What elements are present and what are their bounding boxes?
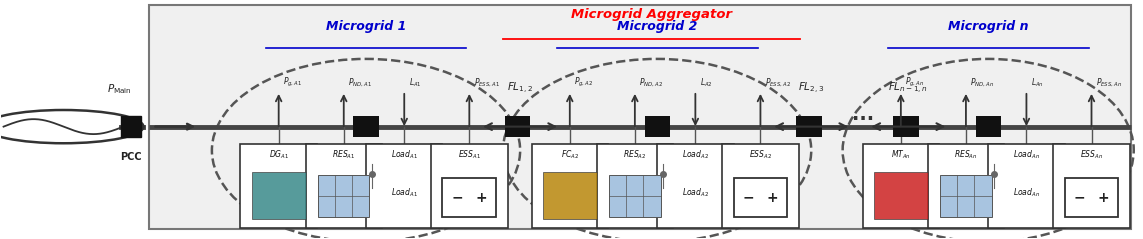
Text: $RES_{A2}$: $RES_{A2}$: [623, 148, 647, 161]
FancyBboxPatch shape: [240, 144, 317, 228]
Text: $Load_{A1}$: $Load_{A1}$: [391, 148, 417, 161]
Text: Microgrid 2: Microgrid 2: [617, 20, 697, 33]
Text: $RES_{An}$: $RES_{An}$: [954, 148, 977, 161]
Bar: [734, 178, 788, 217]
Bar: [797, 116, 822, 137]
Text: $Load_{An}$: $Load_{An}$: [1013, 148, 1040, 161]
Bar: [609, 175, 661, 217]
Text: Microgrid Aggregator: Microgrid Aggregator: [570, 8, 732, 21]
FancyBboxPatch shape: [928, 144, 1005, 228]
Text: $P_{ESS,A2}$: $P_{ESS,A2}$: [765, 76, 791, 89]
Text: $FL_{1,2}$: $FL_{1,2}$: [507, 81, 533, 96]
Bar: [976, 116, 1001, 137]
FancyBboxPatch shape: [989, 144, 1064, 228]
FancyBboxPatch shape: [657, 144, 734, 228]
Bar: [251, 173, 305, 219]
Text: ...: ...: [852, 105, 873, 124]
FancyBboxPatch shape: [305, 144, 382, 228]
Text: $P_{ESS,An}$: $P_{ESS,An}$: [1096, 76, 1122, 89]
Text: $ESS_{An}$: $ESS_{An}$: [1080, 148, 1103, 161]
Text: $ESS_{A1}$: $ESS_{A1}$: [458, 148, 481, 161]
Text: $Load_{A1}$: $Load_{A1}$: [391, 186, 417, 199]
Text: $Load_{A2}$: $Load_{A2}$: [682, 186, 709, 199]
FancyBboxPatch shape: [531, 144, 608, 228]
Text: +: +: [475, 190, 487, 205]
Text: −: −: [451, 190, 463, 205]
Bar: [645, 116, 670, 137]
FancyBboxPatch shape: [149, 5, 1130, 229]
Text: $P_{g,An}$: $P_{g,An}$: [905, 76, 925, 89]
Bar: [874, 173, 928, 219]
Text: $L_{A2}$: $L_{A2}$: [700, 76, 713, 89]
Text: $P_{g,A2}$: $P_{g,A2}$: [574, 76, 593, 89]
Bar: [353, 116, 378, 137]
Text: $FL_{2,3}$: $FL_{2,3}$: [798, 81, 824, 96]
Text: $Load_{An}$: $Load_{An}$: [1013, 186, 1040, 199]
Text: $L_{A1}$: $L_{A1}$: [409, 76, 422, 89]
Text: −: −: [743, 190, 754, 205]
FancyBboxPatch shape: [431, 144, 507, 228]
FancyBboxPatch shape: [1053, 144, 1129, 228]
Text: $P_{g,A1}$: $P_{g,A1}$: [283, 76, 303, 89]
FancyBboxPatch shape: [597, 144, 673, 228]
Text: −: −: [1074, 190, 1086, 205]
Text: +: +: [767, 190, 778, 205]
Bar: [505, 116, 530, 137]
Text: $FL_{n-1,n}$: $FL_{n-1,n}$: [888, 81, 928, 96]
Text: Microgrid n: Microgrid n: [948, 20, 1029, 33]
Text: +: +: [1097, 190, 1109, 205]
Bar: [442, 178, 496, 217]
Text: $P_{ND,A2}$: $P_{ND,A2}$: [639, 76, 663, 89]
Bar: [543, 173, 597, 219]
Bar: [120, 116, 141, 137]
Bar: [1064, 178, 1118, 217]
Text: $P_{ND,A1}$: $P_{ND,A1}$: [349, 76, 373, 89]
Text: Microgrid 1: Microgrid 1: [326, 20, 406, 33]
Bar: [894, 116, 919, 137]
Text: $Load_{A2}$: $Load_{A2}$: [682, 148, 709, 161]
Text: $RES_{A1}$: $RES_{A1}$: [331, 148, 355, 161]
Text: $ESS_{A2}$: $ESS_{A2}$: [749, 148, 772, 161]
FancyBboxPatch shape: [722, 144, 799, 228]
Text: $FC_{A2}$: $FC_{A2}$: [561, 148, 578, 161]
Bar: [941, 175, 992, 217]
Text: $L_{An}$: $L_{An}$: [1031, 76, 1044, 89]
FancyBboxPatch shape: [366, 144, 442, 228]
Bar: [318, 175, 369, 217]
Text: $P_{\mathrm{Main}}$: $P_{\mathrm{Main}}$: [107, 82, 131, 96]
Text: $P_{ND,An}$: $P_{ND,An}$: [970, 76, 994, 89]
FancyBboxPatch shape: [863, 144, 940, 228]
Text: PCC: PCC: [120, 152, 142, 162]
Text: $DG_{A1}$: $DG_{A1}$: [269, 148, 289, 161]
Text: $P_{ESS,A1}$: $P_{ESS,A1}$: [474, 76, 499, 89]
Text: $MT_{An}$: $MT_{An}$: [890, 148, 911, 161]
